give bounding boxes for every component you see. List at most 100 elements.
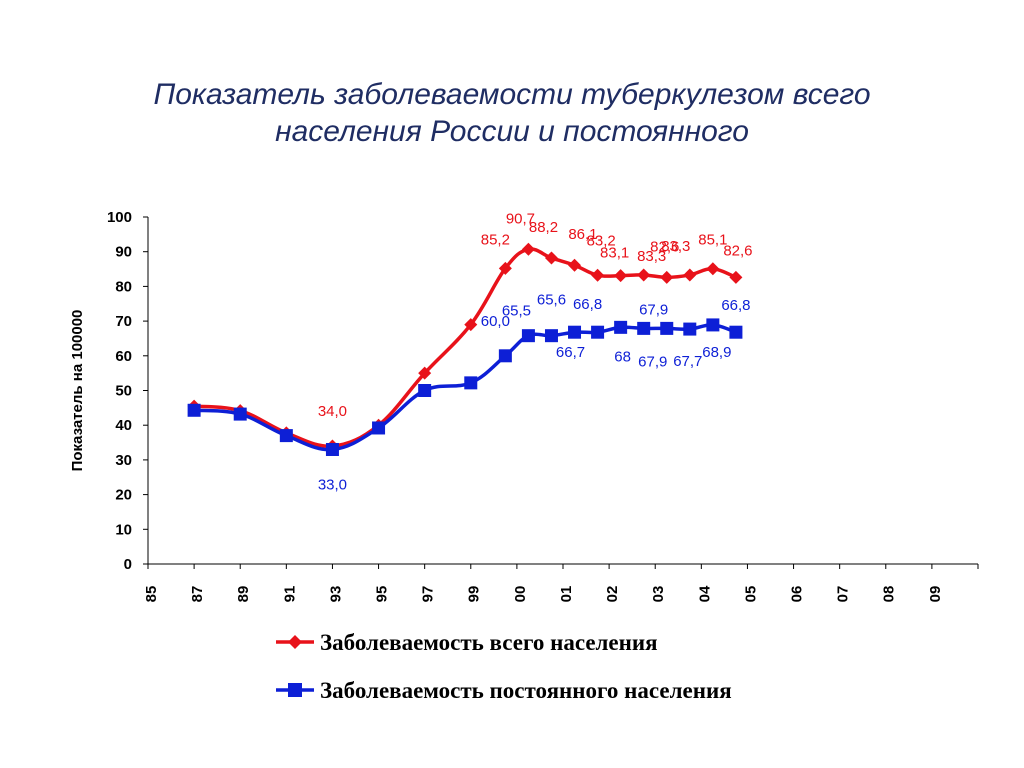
x-tick-label: 07 <box>835 586 852 603</box>
y-tick-label: 100 <box>107 209 132 226</box>
permanent-population-marker <box>372 421 386 435</box>
x-tick-label: 91 <box>281 586 298 603</box>
permanent-population-data-label: 68,9 <box>702 344 731 361</box>
x-tick-label: 93 <box>327 586 344 603</box>
chart-title-line-1: Показатель заболеваемости туберкулезом в… <box>153 78 871 111</box>
permanent-population-data-label: 66,7 <box>556 344 585 361</box>
total-population-marker <box>729 270 743 284</box>
total-population-data-label: 88,2 <box>529 219 558 236</box>
permanent-population-data-label: 60,0 <box>481 313 510 330</box>
x-tick-label: 09 <box>927 586 944 603</box>
x-tick-label: 03 <box>650 586 667 603</box>
permanent-population-data-label: 65,6 <box>537 292 566 309</box>
series-markers <box>187 242 743 456</box>
total-population-data-label: 83,1 <box>600 245 629 262</box>
x-tick-label: 97 <box>420 586 437 603</box>
total-population-data-label: 85,1 <box>698 232 727 249</box>
y-tick-label: 30 <box>115 452 132 469</box>
total-population-data-label: 34,0 <box>318 403 347 420</box>
permanent-population-data-label: 67,9 <box>639 301 668 318</box>
y-tick-label: 20 <box>115 487 132 504</box>
y-tick-label: 90 <box>115 244 132 261</box>
permanent-population-marker <box>544 329 558 343</box>
total-population-marker <box>568 258 582 272</box>
permanent-population-marker <box>637 321 651 335</box>
x-tick-label: 85 <box>143 586 160 603</box>
total-population-data-label: 82,6 <box>723 242 752 259</box>
total-population-marker <box>521 242 535 256</box>
x-tick-label: 08 <box>881 586 898 603</box>
legend-square-marker <box>288 683 302 697</box>
total-population-data-label: 86,1 <box>568 226 597 243</box>
total-population-marker <box>706 262 720 276</box>
permanent-population-marker <box>187 403 201 417</box>
data-labels: 34,085,290,788,2 86,183,283,1 83,382,683,3… <box>318 210 753 493</box>
chart-title-line-2: населения России и постоянного <box>275 115 749 148</box>
total-population-data-label: 83,2 <box>587 232 616 249</box>
total-population-marker <box>418 366 432 380</box>
total-population-data-label: 83,3 <box>661 238 690 255</box>
legend-label-total: Заболеваемость всего населения <box>320 630 658 655</box>
permanent-population-marker <box>706 318 720 332</box>
permanent-population-marker <box>464 376 478 390</box>
total-population-data-label: 90,7 <box>506 210 535 227</box>
permanent-population-data-label: 67,9 <box>638 353 667 370</box>
permanent-population-data-label: 67,7 <box>673 353 702 370</box>
x-tick-label: 95 <box>374 586 391 603</box>
x-tick-label: 05 <box>742 586 759 603</box>
total-population-data-label: 82,6 <box>650 238 679 255</box>
total-population-data-label: 83,3 <box>637 248 666 265</box>
permanent-population-data-label: 66,8 <box>721 297 750 314</box>
x-tick-label: 99 <box>466 586 483 603</box>
permanent-population-data-label: 33,0 <box>318 476 347 493</box>
total-population-marker <box>591 268 605 282</box>
x-tick-label: 01 <box>558 586 575 603</box>
x-tick-label: 02 <box>604 586 621 603</box>
x-tick-label: 89 <box>235 586 252 603</box>
permanent-population-marker <box>233 407 247 421</box>
permanent-population-marker <box>521 329 535 343</box>
permanent-population-data-label: 68 <box>614 348 631 365</box>
permanent-population-data-label: 66,8 <box>573 296 602 313</box>
x-tick-label: 87 <box>189 586 206 603</box>
legend-diamond-marker <box>288 635 302 649</box>
y-tick-label: 50 <box>115 383 132 400</box>
x-tick-label: 04 <box>696 585 713 602</box>
y-tick-label: 70 <box>115 313 132 330</box>
legend: Заболеваемость всего населения Заболеваем… <box>276 630 732 703</box>
total-population-marker <box>544 251 558 265</box>
y-tick-label: 0 <box>124 556 132 573</box>
total-population-line <box>193 247 737 448</box>
permanent-population-marker <box>729 325 743 339</box>
series-lines <box>193 247 737 452</box>
total-population-marker <box>660 270 674 284</box>
legend-label-permanent: Заболеваемость постоянного населения <box>320 678 732 703</box>
permanent-population-marker <box>325 442 339 456</box>
y-tick-label: 80 <box>115 278 132 295</box>
y-axis-title-group: Показатель на 100000 <box>69 310 86 472</box>
permanent-population-marker <box>591 325 605 339</box>
total-population-marker <box>464 318 478 332</box>
permanent-population-marker <box>660 321 674 335</box>
total-population-marker <box>614 269 628 283</box>
y-tick-label: 10 <box>115 521 132 538</box>
permanent-population-marker <box>568 325 582 339</box>
total-population-marker <box>637 268 651 282</box>
total-population-marker <box>498 261 512 275</box>
permanent-population-marker <box>614 320 628 334</box>
total-population-data-label: 85,2 <box>481 231 510 248</box>
x-tick-label: 06 <box>789 586 806 603</box>
permanent-population-marker <box>498 349 512 363</box>
permanent-population-data-label: 65,5 <box>502 303 531 320</box>
y-tick-label: 60 <box>115 348 132 365</box>
permanent-population-marker <box>279 429 293 443</box>
total-population-marker <box>683 268 697 282</box>
y-tick-label: 40 <box>115 417 132 434</box>
x-tick-label: 00 <box>512 586 529 603</box>
permanent-population-marker <box>683 322 697 336</box>
y-axis-title: Показатель на 100000 <box>69 310 86 472</box>
chart-title: Показатель заболеваемости туберкулезом в… <box>40 76 984 150</box>
permanent-population-marker <box>418 384 432 397</box>
